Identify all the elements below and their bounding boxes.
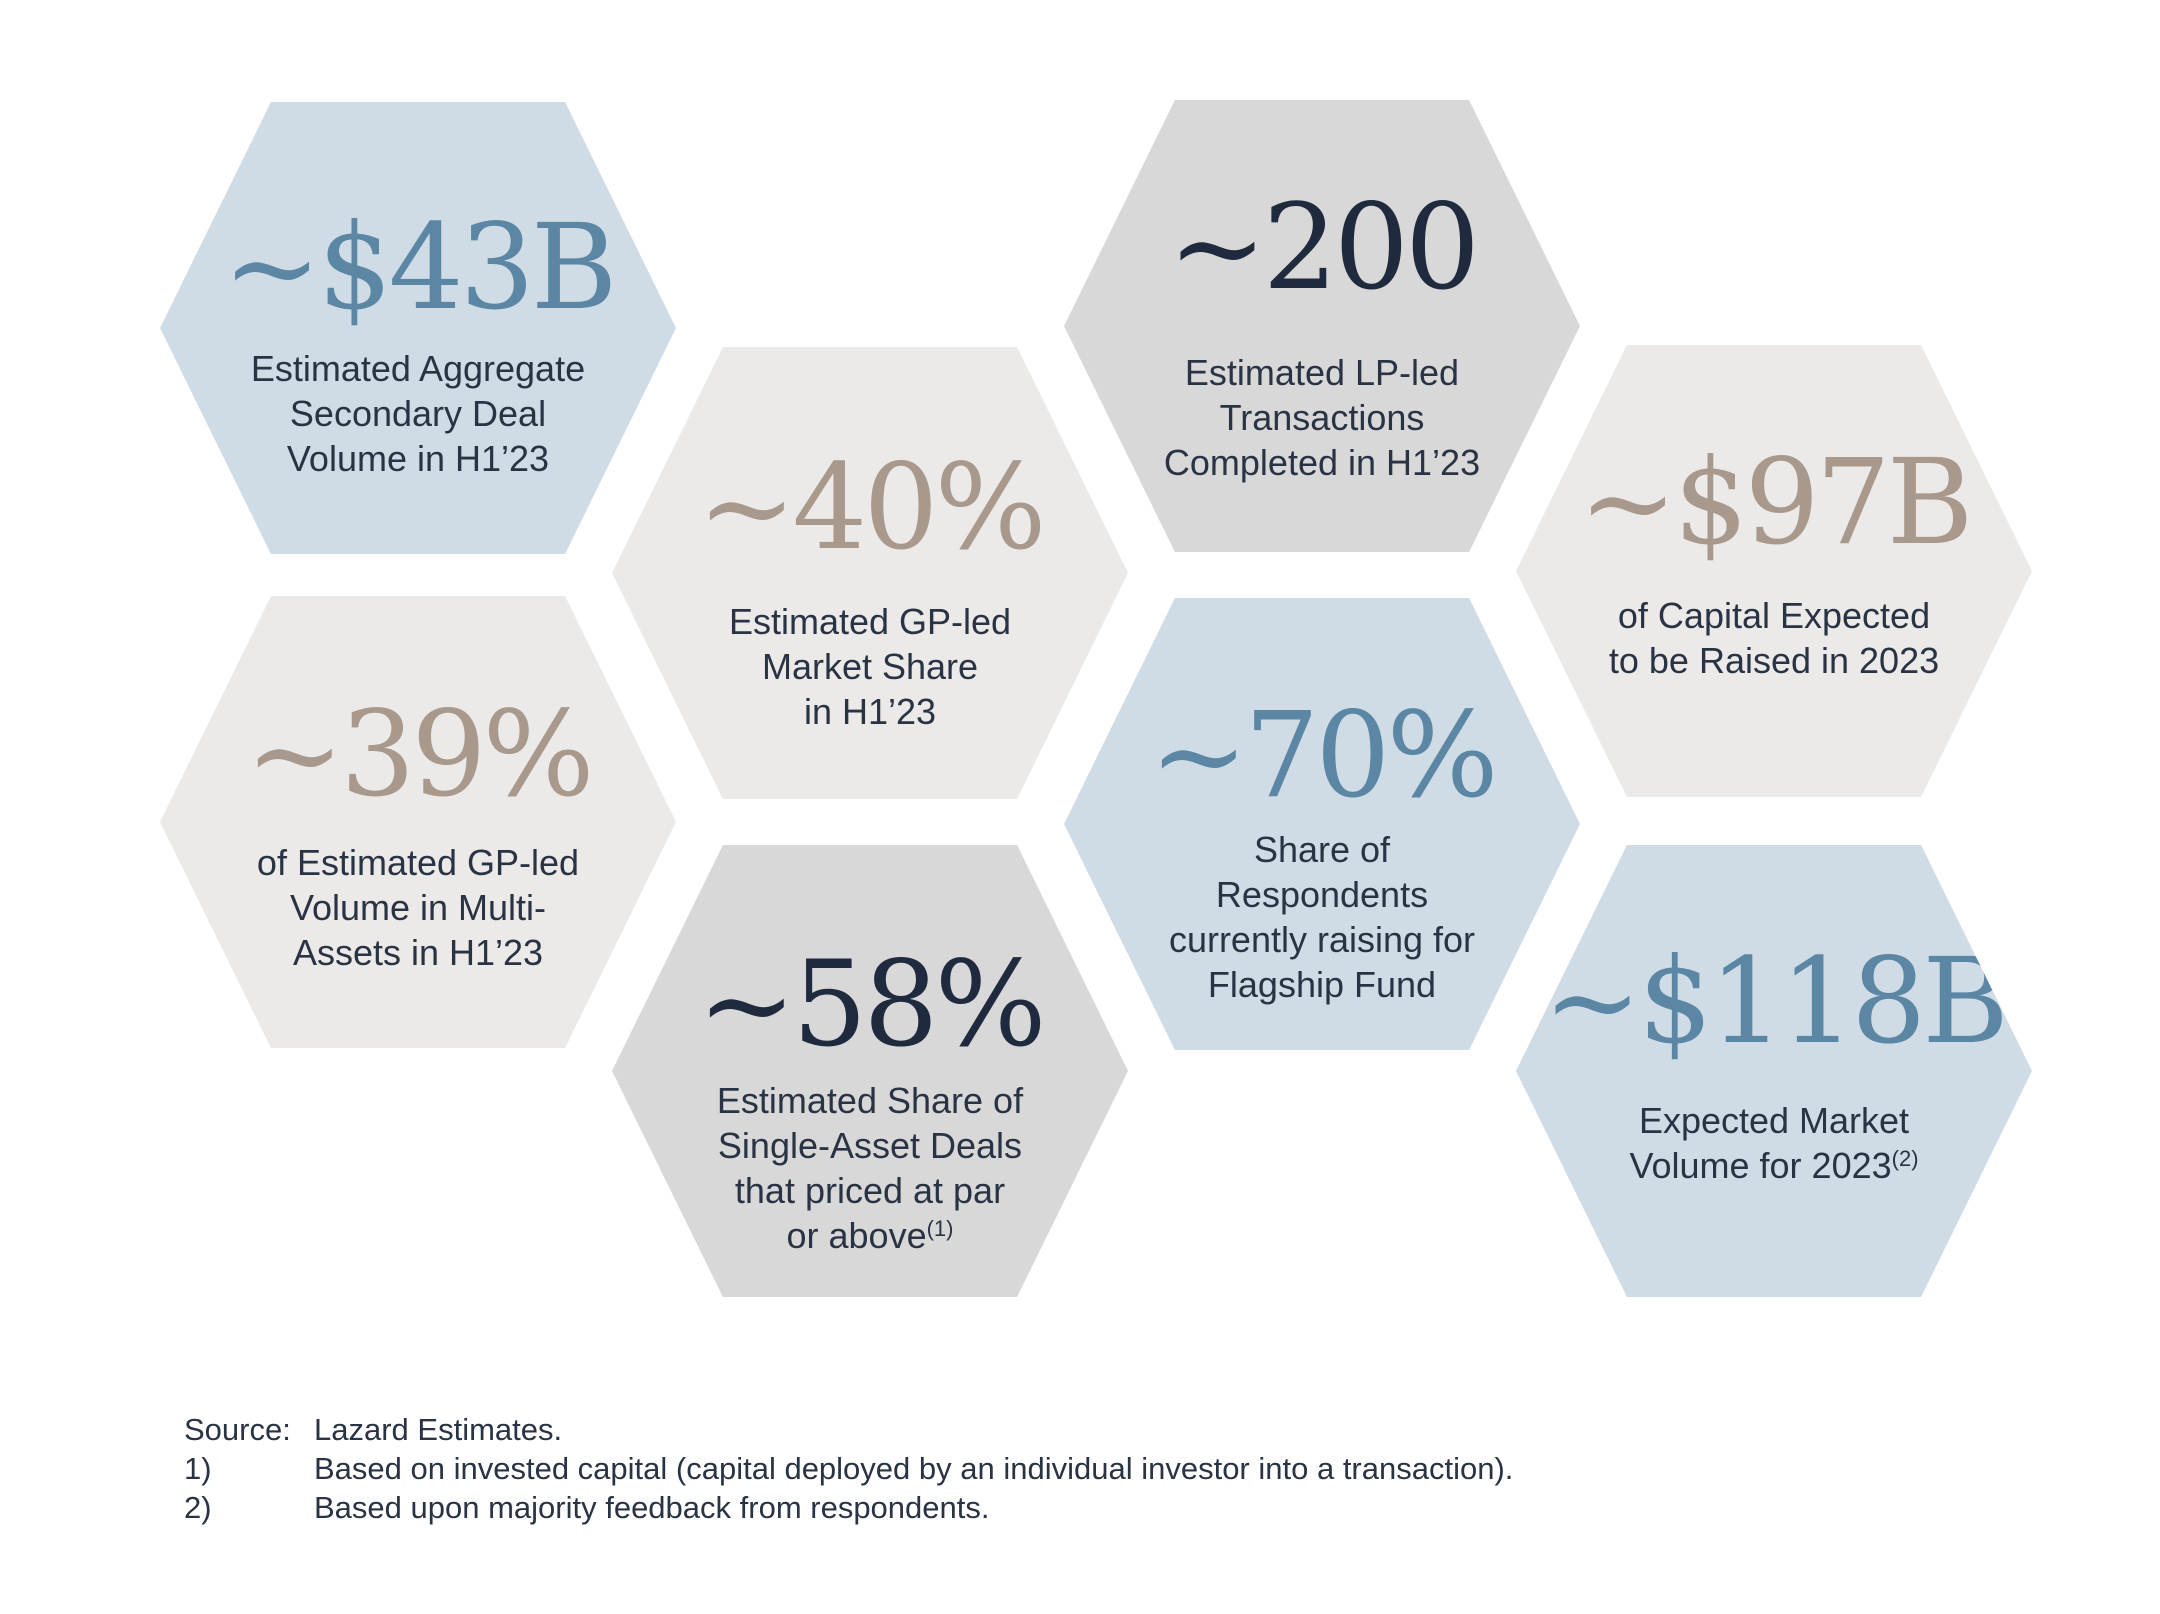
stat-value: ~39%: [245, 685, 594, 823]
footnote-marker: (2): [1891, 1146, 1919, 1171]
stat-label: Share of Respondents currently raising f…: [1168, 829, 1476, 1005]
stat-label: Estimated LP-led Transactions Completed …: [1163, 352, 1481, 483]
stat-label: of Capital Expected to be Raised in 2023: [1608, 595, 1940, 681]
footnote-2: 2) Based upon majority feedback from res…: [184, 1490, 990, 1525]
footnote-1: 1) Based on invested capital (capital de…: [184, 1451, 1514, 1486]
stat-hexagon-single-asset-pricing: ~58% Estimated Share of Single-Asset Dea…: [612, 845, 1128, 1297]
stat-hexagon-lp-led-transactions: ~200 Estimated LP-led Transactions Compl…: [1064, 100, 1580, 552]
stat-hexagon-multi-asset-volume: ~39% of Estimated GP-led Volume in Multi…: [160, 596, 676, 1048]
stat-label: Estimated GP-led Market Share in H1’23: [728, 601, 1012, 732]
stat-label: of Estimated GP-led Volume in Multi- Ass…: [256, 842, 580, 973]
footnote-marker: (1): [926, 1216, 954, 1241]
stat-value: ~40%: [697, 438, 1046, 576]
stat-value: ~$43B: [222, 198, 618, 336]
stat-value: ~70%: [1149, 686, 1498, 824]
stat-hexagon-expected-market-volume: ~$118B Expected Market Volume for 2023(2…: [1516, 845, 2032, 1297]
stat-value: ~200: [1167, 178, 1480, 316]
stat-label: Expected Market Volume for 2023(2): [1629, 1100, 1919, 1186]
footnote-source: Source: Lazard Estimates.: [184, 1412, 563, 1447]
stat-label: Estimated Share of Single-Asset Deals th…: [716, 1080, 1024, 1256]
stat-value: ~$118B: [1543, 932, 2009, 1070]
stat-hexagon-aggregate-volume: ~$43B Estimated Aggregate Secondary Deal…: [160, 102, 676, 554]
footnotes: Source: Lazard Estimates. 1) Based on in…: [184, 1410, 1513, 1527]
stat-hexagon-gp-led-share: ~40% Estimated GP-led Market Share in H1…: [612, 347, 1128, 799]
stat-hexagon-flagship-fund: ~70% Share of Respondents currently rais…: [1064, 598, 1580, 1050]
stat-value: ~58%: [697, 935, 1046, 1073]
stat-hexagon-capital-raised: ~$97B of Capital Expected to be Raised i…: [1516, 345, 2032, 797]
stat-value: ~$97B: [1578, 433, 1974, 571]
stat-label: Estimated Aggregate Secondary Deal Volum…: [250, 348, 586, 479]
